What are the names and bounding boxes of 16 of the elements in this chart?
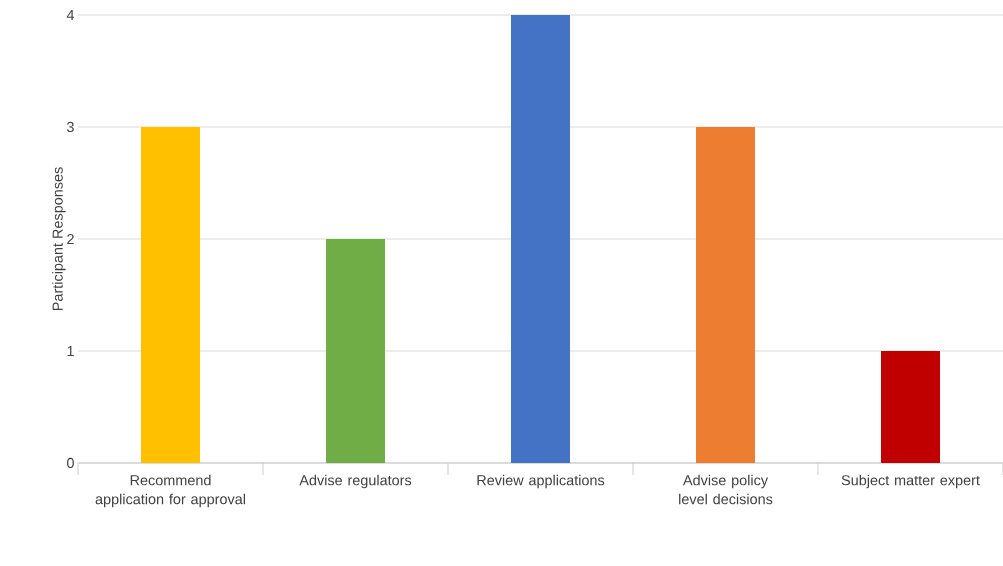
bar — [696, 126, 756, 463]
y-tick-label: 4 — [66, 10, 75, 20]
x-tick-label: Subject matter expert — [841, 474, 980, 489]
bar — [326, 238, 386, 463]
x-tick-label: Advise policy level decisions — [679, 474, 773, 505]
y-tick-label: 3 — [67, 121, 74, 133]
bar — [881, 350, 941, 463]
x-tick-label: Review applications — [477, 474, 605, 489]
y-tick-label: 2 — [67, 233, 74, 245]
y-tick-label: 0 — [67, 457, 74, 469]
bar — [141, 126, 201, 463]
bar — [511, 14, 571, 463]
x-tick-label: Recommend application for approval — [95, 474, 245, 508]
y-axis-title: Participant Responses — [52, 167, 66, 311]
x-tick-label: Advise regulators — [299, 474, 412, 489]
y-tick-label: 1 — [67, 346, 74, 356]
